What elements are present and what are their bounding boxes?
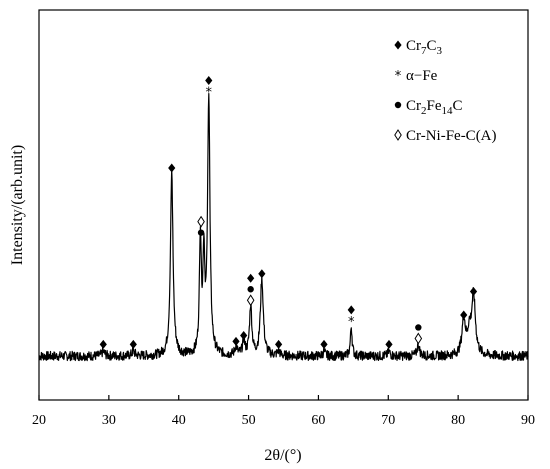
asterisk-marker: * xyxy=(348,315,355,330)
diamond-filled-marker xyxy=(469,286,478,296)
diamond-filled-marker xyxy=(258,269,266,279)
x-tick-label: 90 xyxy=(521,413,535,428)
x-tick-label: 60 xyxy=(311,413,325,428)
x-axis-label: 2θ/(°) xyxy=(264,447,301,464)
x-tick-label: 40 xyxy=(172,413,186,428)
diamond-open-marker xyxy=(414,332,423,345)
diamond-filled-marker xyxy=(99,339,107,349)
legend: Cr7C3 * α−Fe Cr2Fe14C Cr-Ni-Fe-C(A) xyxy=(394,38,497,144)
x-tick-label: 70 xyxy=(381,413,395,428)
x-axis-ticks xyxy=(38,395,529,400)
diamond-filled-marker xyxy=(275,339,283,349)
diamond-filled-marker xyxy=(347,305,355,315)
legend-entry-label: Cr-Ni-Fe-C(A) xyxy=(406,128,497,144)
diamond-filled-marker xyxy=(232,336,240,346)
diamond-filled-marker xyxy=(129,339,137,349)
diamond-open-marker xyxy=(197,215,205,228)
legend-entry-label: Cr2Fe14C xyxy=(406,98,463,117)
x-tick-label: 30 xyxy=(102,413,116,428)
diamond-filled-marker xyxy=(320,339,328,349)
x-axis-tick-labels: 20 30 40 50 60 70 80 90 xyxy=(32,413,535,428)
diamond-filled-marker xyxy=(385,339,393,349)
x-tick-label: 20 xyxy=(32,413,46,428)
legend-entry-label: α−Fe xyxy=(406,68,438,84)
legend-diamond-filled-icon xyxy=(394,40,402,50)
y-axis-label: Intensity/(arb.unit) xyxy=(9,145,26,265)
diamond-filled-marker xyxy=(168,163,176,173)
diamond-filled-marker xyxy=(240,331,248,341)
legend-entry-label: Cr7C3 xyxy=(406,38,443,57)
legend-circle-filled-icon xyxy=(394,101,402,109)
plot-frame xyxy=(38,9,529,401)
circle-filled-marker xyxy=(247,286,254,293)
diamond-filled-marker xyxy=(205,76,213,86)
x-tick-label: 50 xyxy=(242,413,256,428)
circle-filled-marker xyxy=(415,324,422,331)
diamond-open-marker xyxy=(246,294,255,307)
circle-filled-marker xyxy=(197,229,205,236)
legend-diamond-open-icon xyxy=(394,129,402,141)
x-tick-label: 80 xyxy=(451,413,465,428)
asterisk-marker: * xyxy=(206,86,213,101)
peak-markers: ** xyxy=(99,76,478,349)
diamond-filled-marker xyxy=(247,273,255,283)
diamond-filled-marker xyxy=(460,310,468,320)
legend-asterisk-icon: * xyxy=(395,69,402,84)
xrd-pattern-line xyxy=(38,93,529,362)
